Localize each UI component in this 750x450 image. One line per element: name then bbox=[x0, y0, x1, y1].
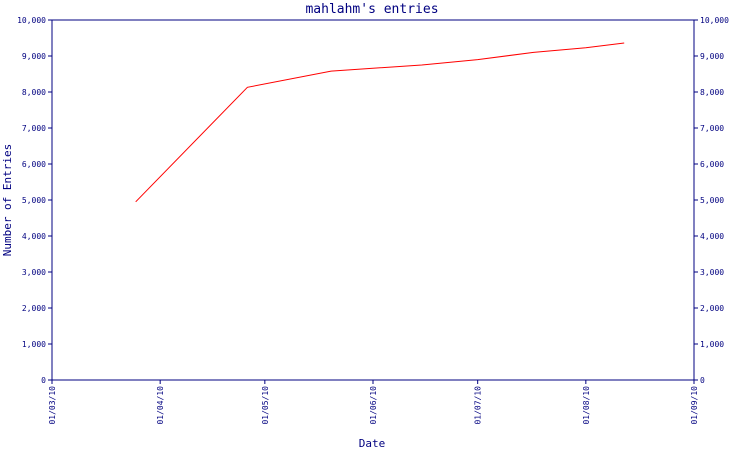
y-tick-label-right: 2,000 bbox=[700, 304, 724, 313]
y-tick-label-left: 6,000 bbox=[22, 160, 46, 169]
x-tick-label: 01/07/10 bbox=[474, 386, 483, 425]
y-tick-label-right: 3,000 bbox=[700, 268, 724, 277]
y-tick-label-right: 6,000 bbox=[700, 160, 724, 169]
y-tick-label-right: 1,000 bbox=[700, 340, 724, 349]
y-axis-right: 0 1,000 2,000 3,000 4,000 5,000 6,000 7,000 8,00… bbox=[694, 16, 729, 385]
y-tick-label-left: 10,000 bbox=[17, 16, 46, 25]
y-tick-label-right: 8,000 bbox=[700, 88, 724, 97]
y-tick-label-left: 2,000 bbox=[22, 304, 46, 313]
y-tick-label-right: 9,000 bbox=[700, 52, 724, 61]
y-tick-label-left: 1,000 bbox=[22, 340, 46, 349]
y-tick-label-left: 9,000 bbox=[22, 52, 46, 61]
y-tick-label-left: 0 bbox=[41, 376, 46, 385]
y-tick-label-right: 10,000 bbox=[700, 16, 729, 25]
plot-area-frame bbox=[51, 19, 695, 381]
series-layer bbox=[135, 42, 625, 203]
series-line bbox=[135, 42, 625, 203]
y-tick-label-left: 4,000 bbox=[22, 232, 46, 241]
x-tick-label: 01/05/10 bbox=[261, 386, 270, 425]
x-tick-label: 01/08/10 bbox=[582, 386, 591, 425]
y-tick-label-left: 7,000 bbox=[22, 124, 46, 133]
x-tick-label: 01/06/10 bbox=[369, 386, 378, 425]
y-tick-label-right: 7,000 bbox=[700, 124, 724, 133]
x-axis-label: Date bbox=[359, 437, 386, 450]
y-tick-label-left: 8,000 bbox=[22, 88, 46, 97]
y-tick-label-right: 4,000 bbox=[700, 232, 724, 241]
x-tick-label: 01/09/10 bbox=[690, 386, 699, 425]
x-axis: 01/03/10 01/04/10 01/05/10 01/06/10 01/07/10… bbox=[48, 380, 699, 425]
x-tick-label: 01/04/10 bbox=[156, 386, 165, 425]
y-axis-left: 0 1,000 2,000 3,000 4,000 5,000 6,000 7,000 8,00… bbox=[17, 16, 52, 385]
y-tick-label-right: 5,000 bbox=[700, 196, 724, 205]
chart-title: mahlahm's entries bbox=[305, 2, 438, 17]
y-tick-label-left: 3,000 bbox=[22, 268, 46, 277]
y-tick-label-right: 0 bbox=[700, 376, 705, 385]
x-tick-label: 01/03/10 bbox=[48, 386, 57, 425]
y-tick-label-left: 5,000 bbox=[22, 196, 46, 205]
y-axis-label: Number of Entries bbox=[1, 144, 14, 257]
